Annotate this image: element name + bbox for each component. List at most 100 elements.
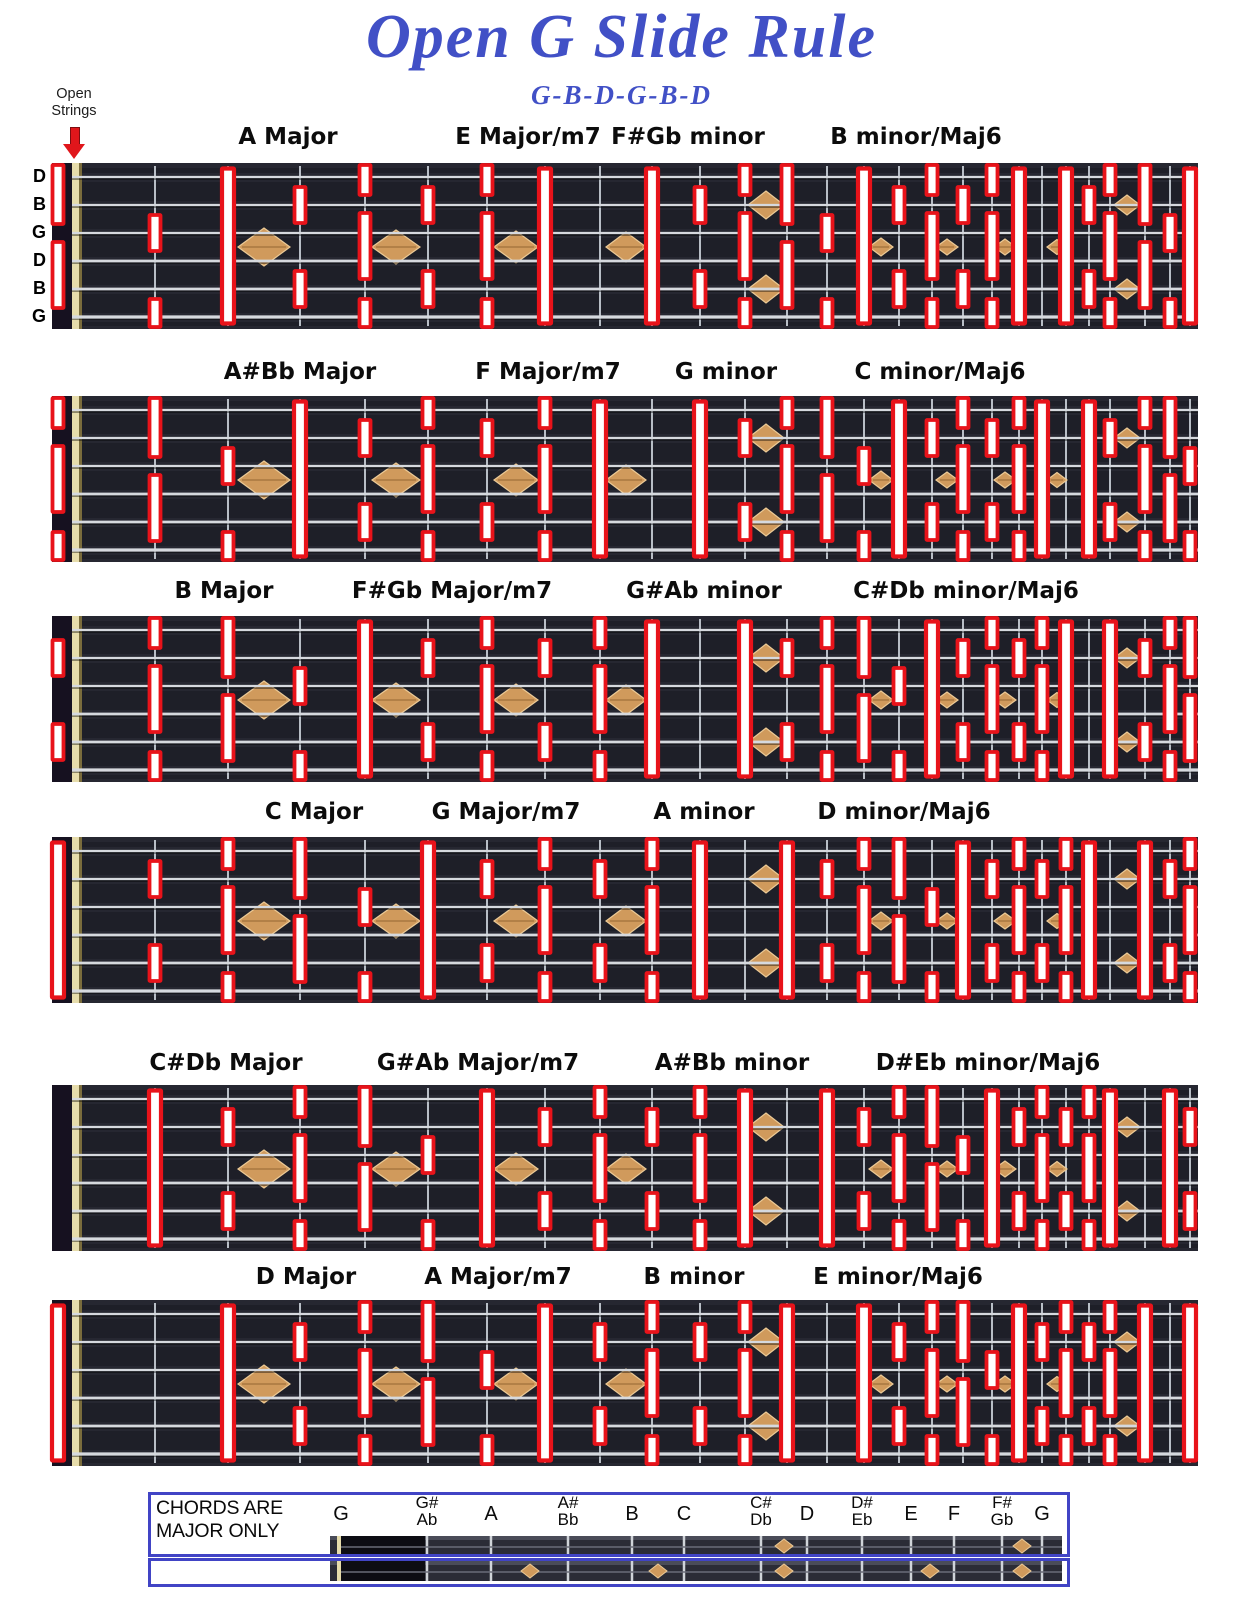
slide-bar-marker — [1136, 840, 1154, 1000]
slide-bar-marker — [1181, 166, 1199, 326]
note-marker — [1102, 163, 1118, 197]
note-marker — [537, 971, 553, 1003]
note-marker — [955, 396, 971, 430]
note-marker — [420, 444, 436, 514]
note-marker — [1182, 616, 1198, 679]
chord-label-row4-1: C Major — [264, 799, 364, 825]
note-marker — [737, 1434, 753, 1466]
note-marker — [1162, 616, 1178, 650]
note-marker — [1034, 664, 1050, 734]
note-marker — [292, 185, 308, 225]
note-marker — [819, 943, 835, 983]
note-marker — [592, 859, 608, 899]
slide-bar-marker — [536, 166, 554, 326]
footer-label-line1: CHORDS ARE — [156, 1497, 283, 1519]
note-marker — [955, 722, 971, 762]
string-label-2: B — [33, 194, 46, 214]
note-marker — [1102, 1348, 1118, 1418]
note-marker — [220, 446, 236, 486]
note-marker — [420, 638, 436, 678]
note-marker — [819, 750, 835, 782]
note-marker — [891, 1219, 907, 1251]
lower-strip-box — [148, 1558, 1070, 1587]
note-marker — [220, 1107, 236, 1147]
note-marker — [479, 859, 495, 899]
note-marker — [955, 1377, 971, 1447]
note-marker — [292, 750, 308, 782]
slide-bar-marker — [1136, 1303, 1154, 1463]
note-marker — [1081, 185, 1097, 225]
fret-letter-1: G# Ab — [416, 1494, 439, 1528]
chord-label-row5-1: C#Db Major — [149, 1050, 303, 1076]
note-marker — [147, 664, 163, 734]
string-label-4: D — [33, 250, 46, 270]
note-marker — [147, 859, 163, 899]
chord-label-row5-3: A#Bb minor — [654, 1050, 810, 1076]
note-marker — [1034, 1322, 1050, 1362]
string-label-3: G — [31, 222, 46, 242]
note-marker — [692, 269, 708, 309]
note-marker — [147, 297, 163, 329]
note-marker — [984, 502, 1000, 542]
note-marker — [1081, 269, 1097, 309]
fret-letter-flat: Eb — [851, 1510, 873, 1529]
note-marker — [292, 1133, 308, 1203]
fret-letter-sharp: A# — [557, 1493, 579, 1512]
note-marker — [924, 1348, 940, 1418]
chord-label-row2-4: C minor/Maj6 — [854, 359, 1026, 385]
note-marker — [1162, 213, 1178, 253]
note-marker — [357, 1434, 373, 1466]
fret-letter-8: D# Eb — [851, 1494, 873, 1528]
note-marker — [1162, 943, 1178, 983]
slide-bar-marker — [219, 166, 237, 326]
fret-letter-sharp: D# — [851, 1493, 873, 1512]
note-marker — [592, 943, 608, 983]
slide-bar-marker — [778, 1303, 796, 1463]
fretboard-row-3 — [50, 616, 1198, 782]
fret-letter-9: E — [904, 1503, 918, 1525]
note-marker — [955, 1219, 971, 1251]
slide-bar-marker — [1080, 840, 1098, 1000]
note-marker — [1011, 1191, 1027, 1231]
note-marker — [644, 971, 660, 1003]
chords-major-only-label: CHORDS ARE MAJOR ONLY — [156, 1497, 283, 1543]
note-marker — [592, 616, 608, 650]
slide-bar-marker — [1080, 399, 1098, 559]
note-marker — [147, 943, 163, 983]
string-label-5: B — [33, 278, 46, 298]
note-marker — [891, 269, 907, 309]
slide-bar-marker — [219, 1303, 237, 1463]
note-marker — [856, 885, 872, 955]
note-marker — [1137, 444, 1153, 514]
fret-letter-3: A# Bb — [558, 1494, 579, 1528]
note-marker — [420, 1300, 436, 1363]
note-marker — [1011, 638, 1027, 678]
slide-bar-marker — [983, 1088, 1001, 1248]
note-marker — [955, 1300, 971, 1363]
note-marker — [1011, 885, 1027, 955]
slide-bar-marker — [1181, 1303, 1199, 1463]
slide-bar-marker — [536, 1303, 554, 1463]
note-marker — [955, 530, 971, 562]
row-2-header: A#Bb Major F Major/m7 G minor C minor/Maj6 — [0, 359, 1243, 389]
note-marker — [292, 914, 308, 984]
note-marker — [220, 837, 236, 871]
note-marker — [1102, 297, 1118, 329]
note-marker — [479, 750, 495, 782]
note-marker — [1034, 1406, 1050, 1446]
note-marker — [692, 185, 708, 225]
fret-letter-12: G — [1034, 1503, 1050, 1525]
fret-letter-sharp: F# — [992, 1493, 1012, 1512]
note-marker — [1182, 693, 1198, 763]
fret-letter-sharp: G# — [415, 1493, 439, 1512]
note-marker — [924, 502, 940, 542]
note-marker — [856, 971, 872, 1003]
fretboard-row-5 — [52, 1085, 1198, 1251]
slide-bar-marker — [855, 1303, 873, 1463]
slide-bar-marker — [890, 399, 908, 559]
note-marker — [856, 446, 872, 486]
note-marker — [357, 297, 373, 329]
note-marker — [420, 1135, 436, 1175]
note-marker — [1137, 638, 1153, 678]
note-marker — [1011, 530, 1027, 562]
